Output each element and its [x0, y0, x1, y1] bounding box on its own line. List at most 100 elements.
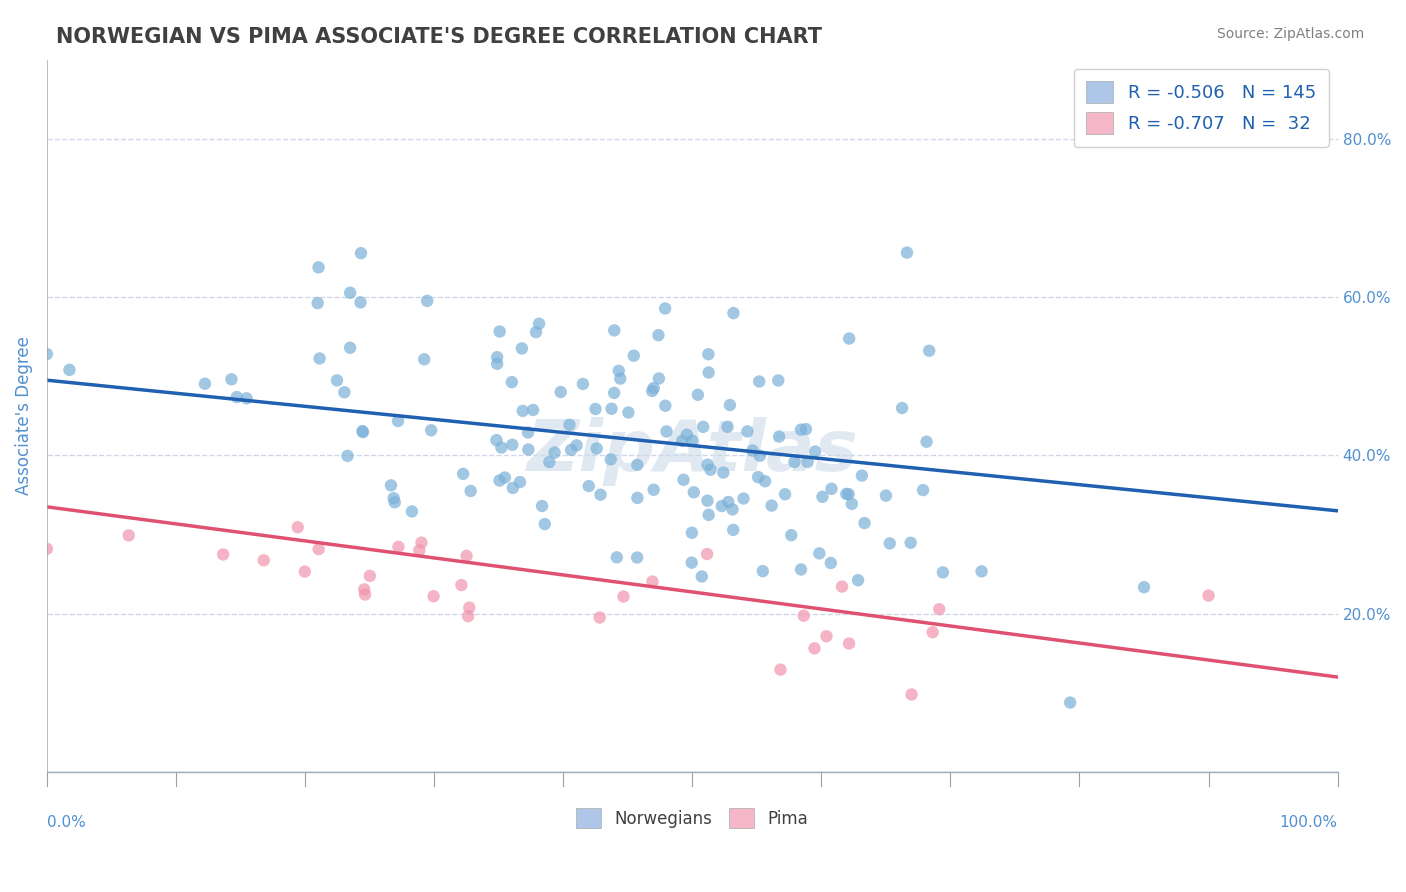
Point: [710, 499, 733, 513]
Point: [408, 543, 430, 558]
Point: [589, 488, 612, 502]
Point: [401, 504, 423, 518]
Point: [558, 417, 581, 432]
Point: [768, 374, 790, 388]
Point: [643, 483, 665, 497]
Point: [501, 438, 523, 452]
Point: [654, 399, 676, 413]
Point: [294, 565, 316, 579]
Point: [769, 663, 792, 677]
Point: [606, 550, 628, 565]
Point: [450, 578, 472, 592]
Point: [721, 502, 744, 516]
Point: [287, 520, 309, 534]
Point: [804, 444, 827, 458]
Point: [918, 343, 941, 358]
Point: [488, 325, 510, 339]
Point: [1059, 696, 1081, 710]
Point: [682, 485, 704, 500]
Point: [225, 390, 247, 404]
Point: [820, 556, 842, 570]
Point: [349, 295, 371, 310]
Point: [723, 306, 745, 320]
Point: [599, 452, 621, 467]
Point: [654, 301, 676, 316]
Point: [853, 516, 876, 530]
Point: [793, 608, 815, 623]
Point: [879, 536, 901, 550]
Point: [488, 474, 510, 488]
Point: [380, 478, 402, 492]
Point: [699, 463, 721, 477]
Point: [1133, 580, 1156, 594]
Point: [733, 491, 755, 506]
Point: [336, 449, 359, 463]
Point: [494, 470, 516, 484]
Text: Source: ZipAtlas.com: Source: ZipAtlas.com: [1216, 27, 1364, 41]
Point: [716, 420, 738, 434]
Point: [35, 541, 58, 556]
Point: [531, 499, 554, 513]
Point: [411, 535, 433, 549]
Point: [900, 688, 922, 702]
Point: [721, 523, 744, 537]
Point: [748, 449, 770, 463]
Point: [648, 371, 671, 385]
Point: [815, 629, 838, 643]
Point: [900, 535, 922, 549]
Point: [457, 609, 479, 624]
Point: [796, 455, 818, 469]
Point: [501, 375, 523, 389]
Text: 0.0%: 0.0%: [46, 814, 86, 830]
Point: [838, 332, 860, 346]
Text: ZipAtlas: ZipAtlas: [526, 417, 858, 486]
Point: [212, 548, 235, 562]
Point: [831, 580, 853, 594]
Point: [891, 401, 914, 415]
Point: [617, 405, 640, 419]
Point: [308, 351, 330, 366]
Point: [517, 425, 540, 440]
Point: [522, 403, 544, 417]
Point: [741, 443, 763, 458]
Point: [692, 420, 714, 434]
Point: [333, 385, 356, 400]
Point: [641, 574, 664, 589]
Point: [626, 458, 648, 472]
Point: [875, 489, 897, 503]
Point: [578, 479, 600, 493]
Point: [491, 441, 513, 455]
Point: [589, 610, 612, 624]
Point: [35, 347, 58, 361]
Point: [524, 325, 547, 339]
Point: [585, 401, 607, 416]
Point: [681, 434, 703, 448]
Point: [655, 425, 678, 439]
Point: [512, 404, 534, 418]
Point: [754, 474, 776, 488]
Point: [612, 590, 634, 604]
Point: [747, 470, 769, 484]
Point: [841, 497, 863, 511]
Point: [235, 392, 257, 406]
Point: [221, 372, 243, 386]
Y-axis label: Associate's Degree: Associate's Degree: [15, 336, 32, 495]
Point: [697, 508, 720, 522]
Point: [696, 493, 718, 508]
Point: [387, 414, 409, 428]
Point: [486, 350, 509, 364]
Point: [790, 562, 813, 576]
Point: [416, 293, 439, 308]
Point: [359, 569, 381, 583]
Point: [607, 364, 630, 378]
Point: [533, 517, 555, 532]
Point: [697, 366, 720, 380]
Point: [585, 442, 607, 456]
Point: [456, 549, 478, 563]
Point: [626, 550, 648, 565]
Point: [681, 525, 703, 540]
Text: 100.0%: 100.0%: [1279, 814, 1337, 830]
Point: [339, 285, 361, 300]
Point: [609, 371, 631, 385]
Point: [643, 381, 665, 395]
